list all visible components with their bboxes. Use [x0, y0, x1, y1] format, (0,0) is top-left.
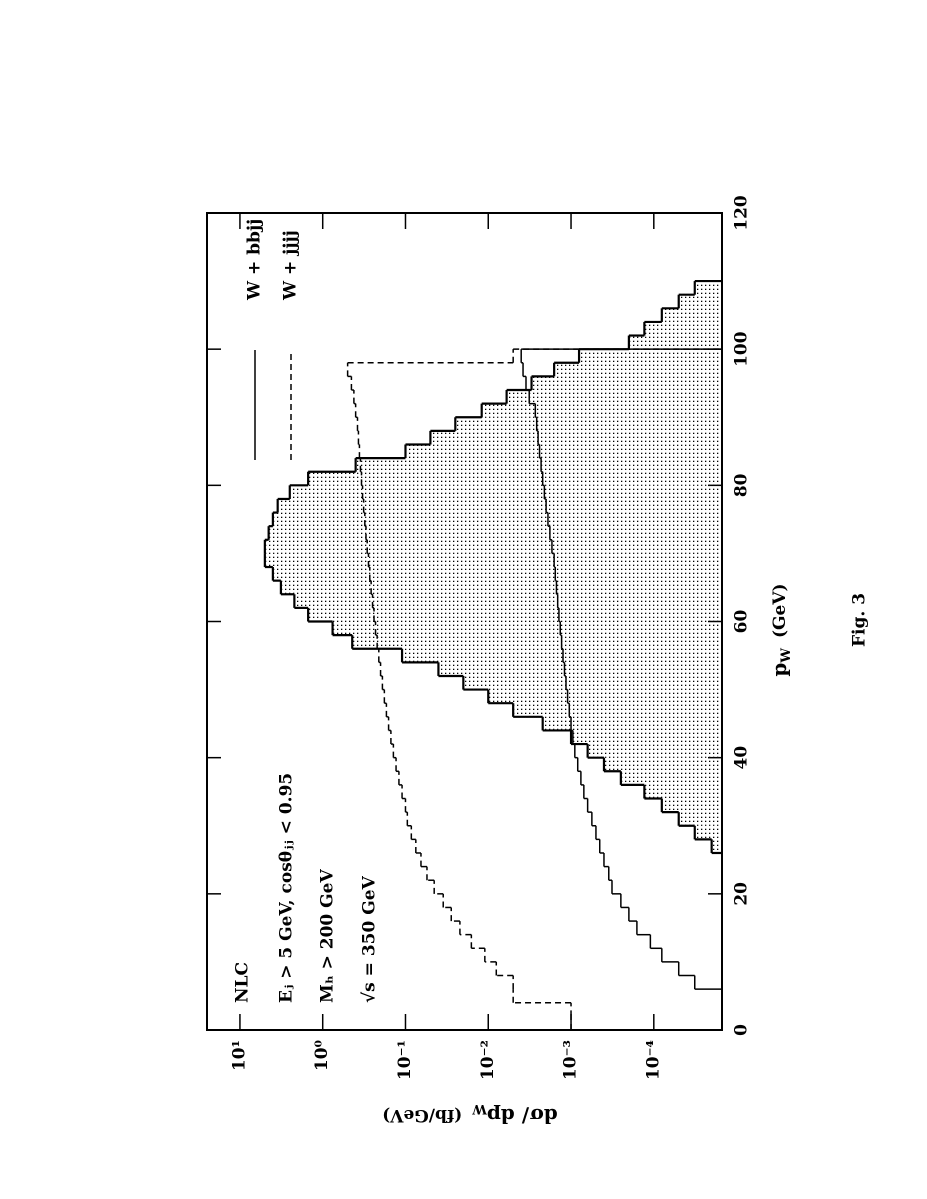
x-tick-label: 40 — [732, 746, 752, 770]
shaded-bin — [531, 376, 722, 391]
y-axis-label: dσ/ dpW (fb/GeV) — [382, 1102, 558, 1129]
shaded-bin — [430, 430, 722, 445]
annotation: √s = 350 GeV — [360, 875, 380, 1003]
shaded-bin — [264, 553, 722, 568]
x-axis-label-unit: (GeV) — [770, 583, 790, 638]
shaded-bin — [506, 390, 722, 404]
x-tick-label: 80 — [732, 473, 752, 497]
shaded-bin — [661, 308, 723, 322]
shaded-bin — [352, 635, 722, 649]
x-axis-label: pW (GeV) — [767, 583, 794, 676]
y-tick-label: 10⁻² — [478, 1040, 498, 1080]
shaded-bin — [587, 744, 723, 758]
y-axis-label-sub: W — [472, 1102, 488, 1117]
shaded-bin — [308, 471, 722, 486]
shaded-bin — [678, 812, 722, 826]
y-axis-label-unit: (fb/GeV) — [382, 1106, 462, 1126]
shaded-bin — [644, 321, 723, 336]
shaded-bin — [455, 417, 722, 431]
y-tick-label: 10¹ — [229, 1040, 249, 1071]
shaded-bin — [272, 567, 722, 581]
x-axis-label-sub: W — [779, 648, 794, 664]
shaded-bin — [481, 403, 722, 418]
shaded-bin — [694, 281, 722, 295]
y-tick-label: 10⁻³ — [561, 1040, 581, 1080]
shaded-bin — [542, 716, 723, 731]
shaded-bin — [289, 485, 722, 499]
y-axis-label-main: dσ/ dp — [487, 1105, 558, 1129]
shaded-bin — [272, 512, 722, 527]
x-tick-label: 0 — [732, 1024, 752, 1036]
shaded-bin — [661, 798, 723, 813]
shaded-bin — [579, 349, 723, 363]
shaded-bin — [628, 335, 722, 350]
x-tick-label: 100 — [732, 331, 752, 367]
x-tick-label: 120 — [732, 195, 752, 231]
legend-label: W + bbjj — [245, 219, 265, 301]
annotation: Mₕ > 200 GeV — [318, 868, 338, 1003]
shaded-bin — [603, 757, 723, 772]
x-tick-label: 60 — [732, 610, 752, 634]
shaded-bin — [488, 689, 722, 704]
shaded-bin — [513, 703, 722, 717]
shaded-bin — [571, 730, 722, 745]
y-tick-label: 10⁰ — [312, 1040, 332, 1071]
shaded-bin — [264, 539, 722, 554]
shaded-bin — [402, 648, 722, 663]
y-tick-label: 10⁻¹ — [395, 1040, 415, 1080]
annotation: Eⱼ > 5 GeV, cosθⱼⱼ < 0.95 — [277, 773, 297, 1003]
shaded-bin — [463, 675, 722, 690]
shaded-bin — [644, 784, 723, 799]
shaded-bin — [355, 458, 722, 472]
shaded-bin — [678, 294, 722, 309]
shaded-bin — [438, 662, 722, 676]
y-tick-label: 10⁻⁴ — [643, 1040, 663, 1080]
shaded-bin — [268, 526, 722, 540]
shaded-bin — [620, 771, 723, 785]
shaded-bin — [711, 839, 722, 853]
shaded-bin — [554, 362, 722, 377]
shaded-bin — [308, 607, 722, 622]
shaded-bin — [294, 594, 722, 608]
shaded-bin — [405, 444, 722, 459]
x-tick-label: 20 — [732, 882, 752, 906]
rotated-plot: 0 20 40 60 80 100 120 10¹ 10⁰ 10⁻¹ 10⁻² 10⁻³ 10⁻⁴ W +… — [206, 195, 870, 1129]
caption: Fig. 3 — [850, 593, 870, 647]
x-axis-label-main: p — [767, 663, 791, 677]
shaded-bin — [332, 621, 722, 636]
annotation: NLC — [233, 962, 253, 1003]
shaded-bin — [277, 498, 722, 513]
shaded-bin — [280, 580, 722, 595]
shaded-bin — [694, 825, 722, 840]
legend-label: W + jjjj — [281, 230, 301, 301]
